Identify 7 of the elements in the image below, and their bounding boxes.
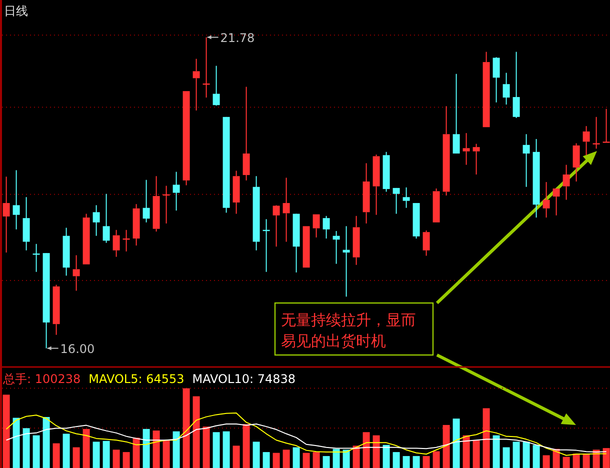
- text: MAVOL5: 64553: [88, 372, 184, 386]
- annotation: 21.78: [220, 30, 255, 45]
- chart-title: 日线: [4, 4, 28, 18]
- annotation: 无量持续拉升，显而易见的出货时机: [281, 311, 416, 350]
- text: MAVOL10: 74838: [192, 372, 296, 386]
- text: 总手: 100238: [2, 372, 81, 386]
- annotation: 16.00: [60, 342, 95, 356]
